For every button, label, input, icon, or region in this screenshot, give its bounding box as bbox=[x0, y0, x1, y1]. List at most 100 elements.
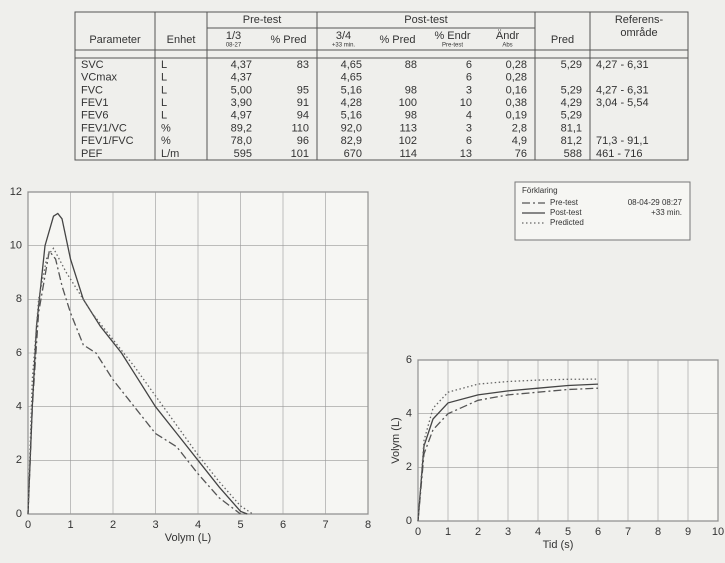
cell: 4,65 bbox=[341, 72, 362, 84]
cell: 0,28 bbox=[506, 72, 527, 84]
y-tick-label: 0 bbox=[406, 515, 412, 527]
y-tick-label: 2 bbox=[406, 461, 412, 473]
column-label: Parameter bbox=[89, 34, 141, 46]
x-axis-label: Volym (L) bbox=[165, 532, 211, 544]
cell: 5,00 bbox=[231, 84, 252, 96]
x-tick-label: 7 bbox=[625, 526, 631, 538]
column-label: Referens- bbox=[615, 14, 664, 26]
cell: FEV1 bbox=[81, 97, 109, 109]
cell: 0,19 bbox=[506, 110, 527, 122]
column-sub: 08-27 bbox=[226, 43, 242, 49]
cell: PEF bbox=[81, 148, 103, 160]
cell: 4,28 bbox=[341, 97, 362, 109]
cell: 5,29 bbox=[561, 110, 582, 122]
column-label: 3/4 bbox=[336, 30, 351, 42]
cell: VCmax bbox=[81, 72, 118, 84]
cell: 113 bbox=[399, 122, 417, 134]
y-tick-label: 2 bbox=[16, 454, 22, 466]
cell: 6 bbox=[466, 59, 472, 71]
cell: 4,37 bbox=[231, 72, 252, 84]
y-tick-label: 6 bbox=[406, 354, 412, 366]
cell: 6 bbox=[466, 135, 472, 147]
group-label: Pre-test bbox=[243, 14, 282, 26]
cell: FEV1/FVC bbox=[81, 135, 134, 147]
cell: FVC bbox=[81, 84, 103, 96]
legend-label: Post-test bbox=[550, 208, 582, 217]
cell: 96 bbox=[297, 135, 309, 147]
column-label: % Pred bbox=[270, 34, 306, 46]
x-axis-label: Tid (s) bbox=[543, 539, 574, 551]
cell: 5,16 bbox=[341, 110, 362, 122]
cell: 4 bbox=[466, 110, 472, 122]
x-tick-label: 8 bbox=[655, 526, 661, 538]
cell: 4,27 - 6,31 bbox=[596, 59, 649, 71]
x-tick-label: 3 bbox=[505, 526, 511, 538]
cell: 81,1 bbox=[561, 122, 582, 134]
column-label: % Endr bbox=[434, 30, 470, 42]
cell: 461 - 716 bbox=[596, 148, 642, 160]
cell: 3,90 bbox=[231, 97, 252, 109]
cell: 670 bbox=[344, 148, 362, 160]
cell: SVC bbox=[81, 59, 104, 71]
x-tick-label: 6 bbox=[280, 519, 286, 531]
x-tick-label: 2 bbox=[475, 526, 481, 538]
legend-note: 08-04-29 08:27 bbox=[628, 198, 683, 207]
series-line bbox=[417, 387, 599, 522]
column-label: Ändr bbox=[496, 30, 520, 42]
cell: L bbox=[161, 97, 167, 109]
cell: 5,29 bbox=[561, 59, 582, 71]
x-tick-label: 5 bbox=[565, 526, 571, 538]
cell: 4,37 bbox=[231, 59, 252, 71]
y-axis-label: Volym (L) bbox=[390, 417, 402, 463]
cell: 595 bbox=[234, 148, 252, 160]
cell: 3 bbox=[466, 84, 472, 96]
cell: 13 bbox=[460, 148, 472, 160]
column-label: Pred bbox=[551, 34, 574, 46]
column-label: Enhet bbox=[167, 34, 196, 46]
cell: 4,97 bbox=[231, 110, 252, 122]
y-tick-label: 10 bbox=[10, 240, 22, 252]
cell: 4,65 bbox=[341, 59, 362, 71]
cell: 94 bbox=[297, 110, 309, 122]
cell: 78,0 bbox=[231, 135, 252, 147]
cell: 0,38 bbox=[506, 97, 527, 109]
cell: % bbox=[161, 135, 171, 147]
x-tick-label: 9 bbox=[685, 526, 691, 538]
cell: 4,9 bbox=[512, 135, 527, 147]
cell: 82,9 bbox=[341, 135, 362, 147]
cell: L bbox=[161, 59, 167, 71]
legend-label: Predicted bbox=[550, 218, 584, 227]
x-tick-label: 5 bbox=[237, 519, 243, 531]
cell: L bbox=[161, 72, 167, 84]
cell: % bbox=[161, 122, 171, 134]
x-tick-label: 7 bbox=[322, 519, 328, 531]
x-tick-label: 2 bbox=[110, 519, 116, 531]
y-tick-label: 8 bbox=[16, 293, 22, 305]
y-tick-label: 12 bbox=[10, 186, 22, 198]
y-tick-label: 6 bbox=[16, 347, 22, 359]
legend-label: Pre-test bbox=[550, 198, 579, 207]
table-frame bbox=[74, 11, 689, 161]
cell: 0,16 bbox=[506, 84, 527, 96]
cell: FEV6 bbox=[81, 110, 109, 122]
cell: 5,29 bbox=[561, 84, 582, 96]
cell: 88 bbox=[405, 59, 417, 71]
cell: 0,28 bbox=[506, 59, 527, 71]
column-label: område bbox=[620, 27, 657, 39]
cell: 588 bbox=[564, 148, 582, 160]
column-sub: Abs bbox=[502, 43, 512, 49]
series-line bbox=[27, 247, 254, 515]
cell: 3 bbox=[466, 122, 472, 134]
cell: 81,2 bbox=[561, 135, 582, 147]
group-label: Post-test bbox=[404, 14, 447, 26]
x-tick-label: 8 bbox=[365, 519, 371, 531]
x-tick-label: 1 bbox=[445, 526, 451, 538]
cell: 101 bbox=[291, 148, 309, 160]
series-line bbox=[417, 383, 599, 522]
cell: 110 bbox=[291, 122, 309, 134]
legend-box bbox=[514, 181, 691, 241]
cell: 98 bbox=[405, 110, 417, 122]
column-sub: Pre-test bbox=[442, 43, 463, 49]
